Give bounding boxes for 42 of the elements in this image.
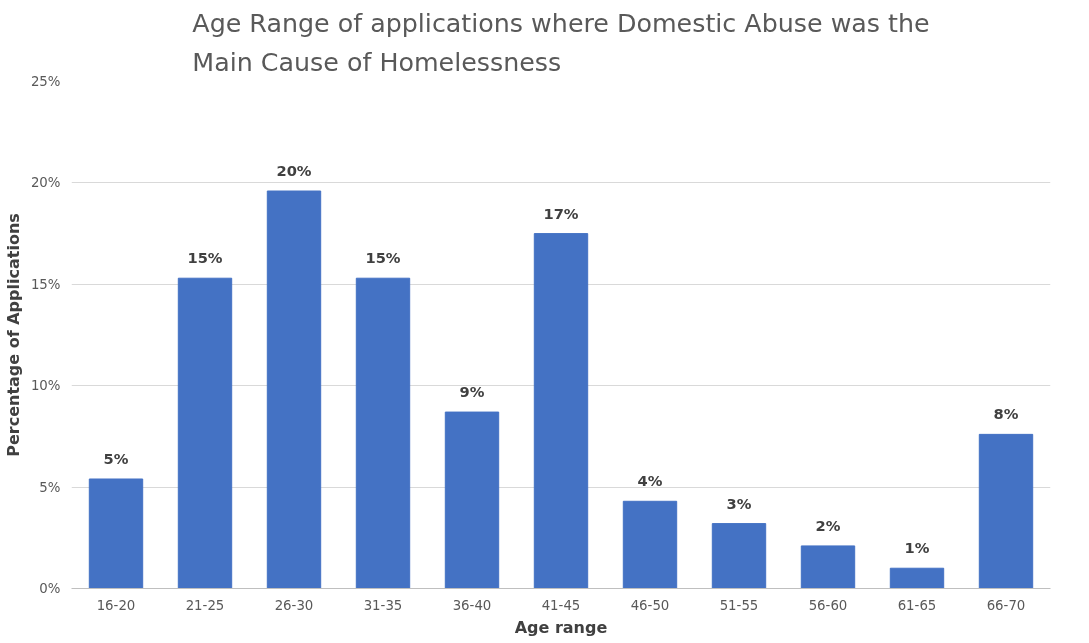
bar — [622, 500, 678, 589]
y-axis-title: Percentage of Applications — [3, 213, 23, 457]
data-label: 4% — [637, 472, 663, 490]
x-tick-label: 66-70 — [986, 597, 1026, 613]
x-axis-title: Age range — [514, 617, 608, 637]
x-tick-label: 21-25 — [185, 597, 225, 613]
data-label: 15% — [187, 249, 223, 267]
chart-title: Age Range of applications where Domestic Abuse was the Main Cause of Homelessness — [192, 7, 930, 77]
y-tick-label: 20% — [30, 175, 61, 191]
y-tick-label: 0% — [39, 581, 61, 596]
bar — [444, 411, 500, 589]
x-tick-label: 56-60 — [808, 597, 848, 613]
y-tick-label: 15% — [30, 276, 61, 292]
data-label: 9% — [459, 383, 485, 401]
data-label: 17% — [543, 204, 579, 222]
data-label: 20% — [276, 162, 312, 180]
bar — [978, 433, 1034, 589]
bar — [355, 277, 411, 589]
bar — [177, 277, 233, 589]
x-tick-label: 51-55 — [719, 597, 759, 613]
data-label: 15% — [365, 249, 401, 267]
bar — [266, 190, 322, 589]
bar — [800, 545, 856, 589]
x-tick-label: 46-50 — [630, 597, 670, 613]
x-tick-label: 41-45 — [541, 597, 581, 613]
x-tick-label: 31-35 — [363, 597, 403, 613]
x-tick-label: 61-65 — [897, 597, 937, 613]
bar — [889, 567, 945, 589]
bar — [711, 523, 767, 589]
x-tick-label: 26-30 — [274, 597, 314, 613]
data-label: 1% — [904, 539, 930, 557]
y-tick-label: 25% — [30, 74, 61, 89]
data-label: 3% — [726, 494, 752, 512]
y-tick-label: 10% — [30, 378, 61, 394]
x-tick-label: 36-40 — [452, 597, 492, 613]
bar — [88, 478, 144, 589]
data-label: 8% — [993, 405, 1019, 423]
data-label: 2% — [815, 516, 841, 534]
bar — [533, 233, 589, 589]
x-tick-label: 16-20 — [96, 597, 136, 613]
data-label: 5% — [103, 449, 129, 467]
y-tick-label: 5% — [39, 479, 61, 495]
